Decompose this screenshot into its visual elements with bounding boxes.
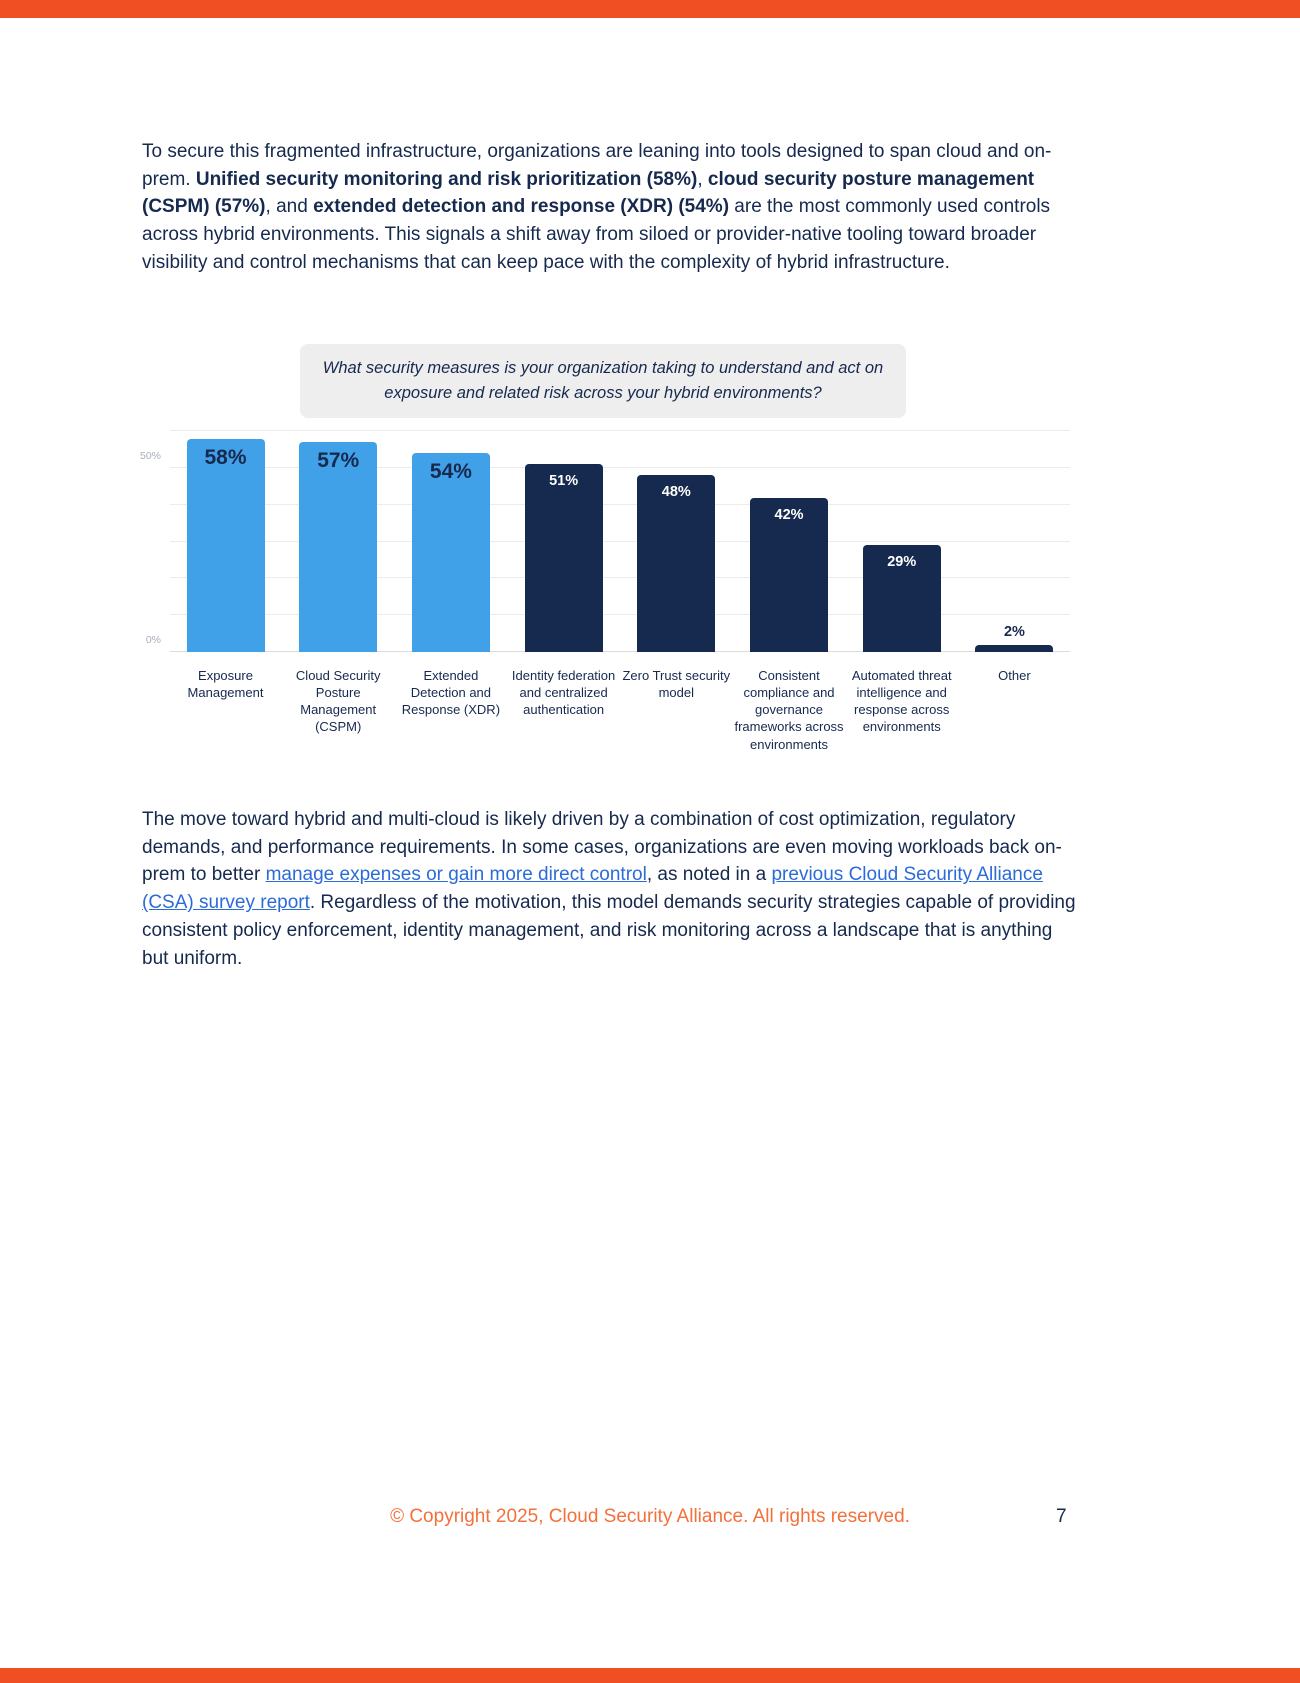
bottom-accent-bar	[0, 1668, 1300, 1683]
text-segment: Unified security monitoring and risk pri…	[195, 168, 698, 190]
chart-column: 54%	[395, 424, 506, 652]
chart-column: 2%	[959, 424, 1070, 652]
text-link-manage-expenses[interactable]: manage expenses or gain more direct cont…	[265, 864, 647, 886]
copyright-text: © Copyright 2025, Cloud Security Allianc…	[390, 1506, 910, 1527]
chart-column: 42%	[734, 424, 845, 652]
chart-bars: 58% 57% 54% 51% 48% 42% 29% 2%	[170, 424, 1070, 652]
bar-category-label: Extended Detection and Response (XDR)	[401, 668, 501, 718]
gridline	[170, 503, 1070, 505]
chart-column: 58%	[170, 424, 281, 652]
bar-value-label: 42%	[774, 506, 804, 523]
text-segment: , and	[265, 196, 314, 218]
gridline	[170, 467, 1070, 469]
gridline	[170, 540, 1070, 542]
text-segment: The move toward hybrid and multi-cloud i…	[142, 809, 1062, 886]
bar-category-label: Consistent compliance and governance fra…	[734, 668, 844, 752]
bar-value-label: 54%	[429, 460, 472, 484]
chart-bar: 58%	[186, 438, 265, 652]
chart-column: 48%	[621, 424, 732, 652]
chart-bar: 48%	[637, 475, 716, 652]
gridline	[170, 430, 1070, 432]
text-link-csa-survey-report[interactable]: previous Cloud Security Alliance (CSA) s…	[142, 864, 1043, 914]
text-segment: , as noted in a	[646, 864, 772, 886]
bar-value-label: 57%	[317, 449, 360, 473]
gridline	[170, 577, 1070, 579]
text-segment: are the most commonly used controls acro…	[142, 196, 1051, 273]
chart-question: What security measures is your organizat…	[300, 344, 906, 418]
bar-value-label: 2%	[1003, 623, 1025, 640]
chart-column: 51%	[508, 424, 619, 652]
bar-category-label: Zero Trust security model	[622, 668, 731, 701]
top-accent-bar	[0, 0, 1300, 18]
chart-x-labels: Exposure Management Cloud Security Postur…	[170, 667, 1070, 753]
bar-category-label: Identity federation and centralized auth…	[511, 668, 616, 718]
bar-category-label: Cloud Security Posture Management (CSPM)	[295, 668, 381, 735]
text-segment: . Regardless of the motivation, this mod…	[142, 892, 1076, 969]
chart-column: 57%	[283, 424, 394, 652]
bar-category-label: Exposure Management	[187, 668, 264, 701]
bar-category-label: Other	[998, 668, 1031, 683]
chart-column: 29%	[846, 424, 957, 652]
bar-category-label: Automated threat intelligence and respon…	[851, 668, 952, 735]
chart-bar: 51%	[524, 464, 603, 652]
text-segment: cloud security posture management (CSPM)…	[142, 168, 1035, 218]
page-number: 7	[1056, 1506, 1067, 1527]
text-segment: ,	[697, 168, 708, 190]
chart-bar: 42%	[750, 497, 829, 652]
bar-chart: 58% 57% 54% 51% 48% 42% 29% 2% 0% 50% Exposure M…	[140, 424, 1070, 753]
bar-value-label: 58%	[204, 445, 247, 469]
closing-paragraph: The move toward hybrid and multi-cloud i…	[142, 806, 1077, 972]
intro-paragraph: To secure this fragmented infrastructure…	[142, 138, 1077, 277]
y-axis-label: 0%	[145, 634, 161, 646]
bar-value-label: 48%	[661, 484, 691, 501]
bar-value-label: 51%	[549, 473, 579, 490]
y-axis-label: 50%	[139, 450, 161, 463]
gridline	[170, 651, 1070, 652]
chart-plot: 58% 57% 54% 51% 48% 42% 29% 2% 0% 50%	[140, 424, 1070, 652]
text-segment: To secure this fragmented infrastructure…	[142, 141, 1052, 190]
text-segment: extended detection and response (XDR) (5…	[313, 196, 730, 218]
gridline	[170, 614, 1070, 616]
chart-bar: 57%	[299, 442, 378, 652]
bar-value-label: 29%	[887, 554, 917, 571]
chart-bar: 2%	[975, 624, 1054, 652]
chart-bar: 29%	[862, 545, 941, 652]
chart-bar: 54%	[411, 453, 490, 652]
